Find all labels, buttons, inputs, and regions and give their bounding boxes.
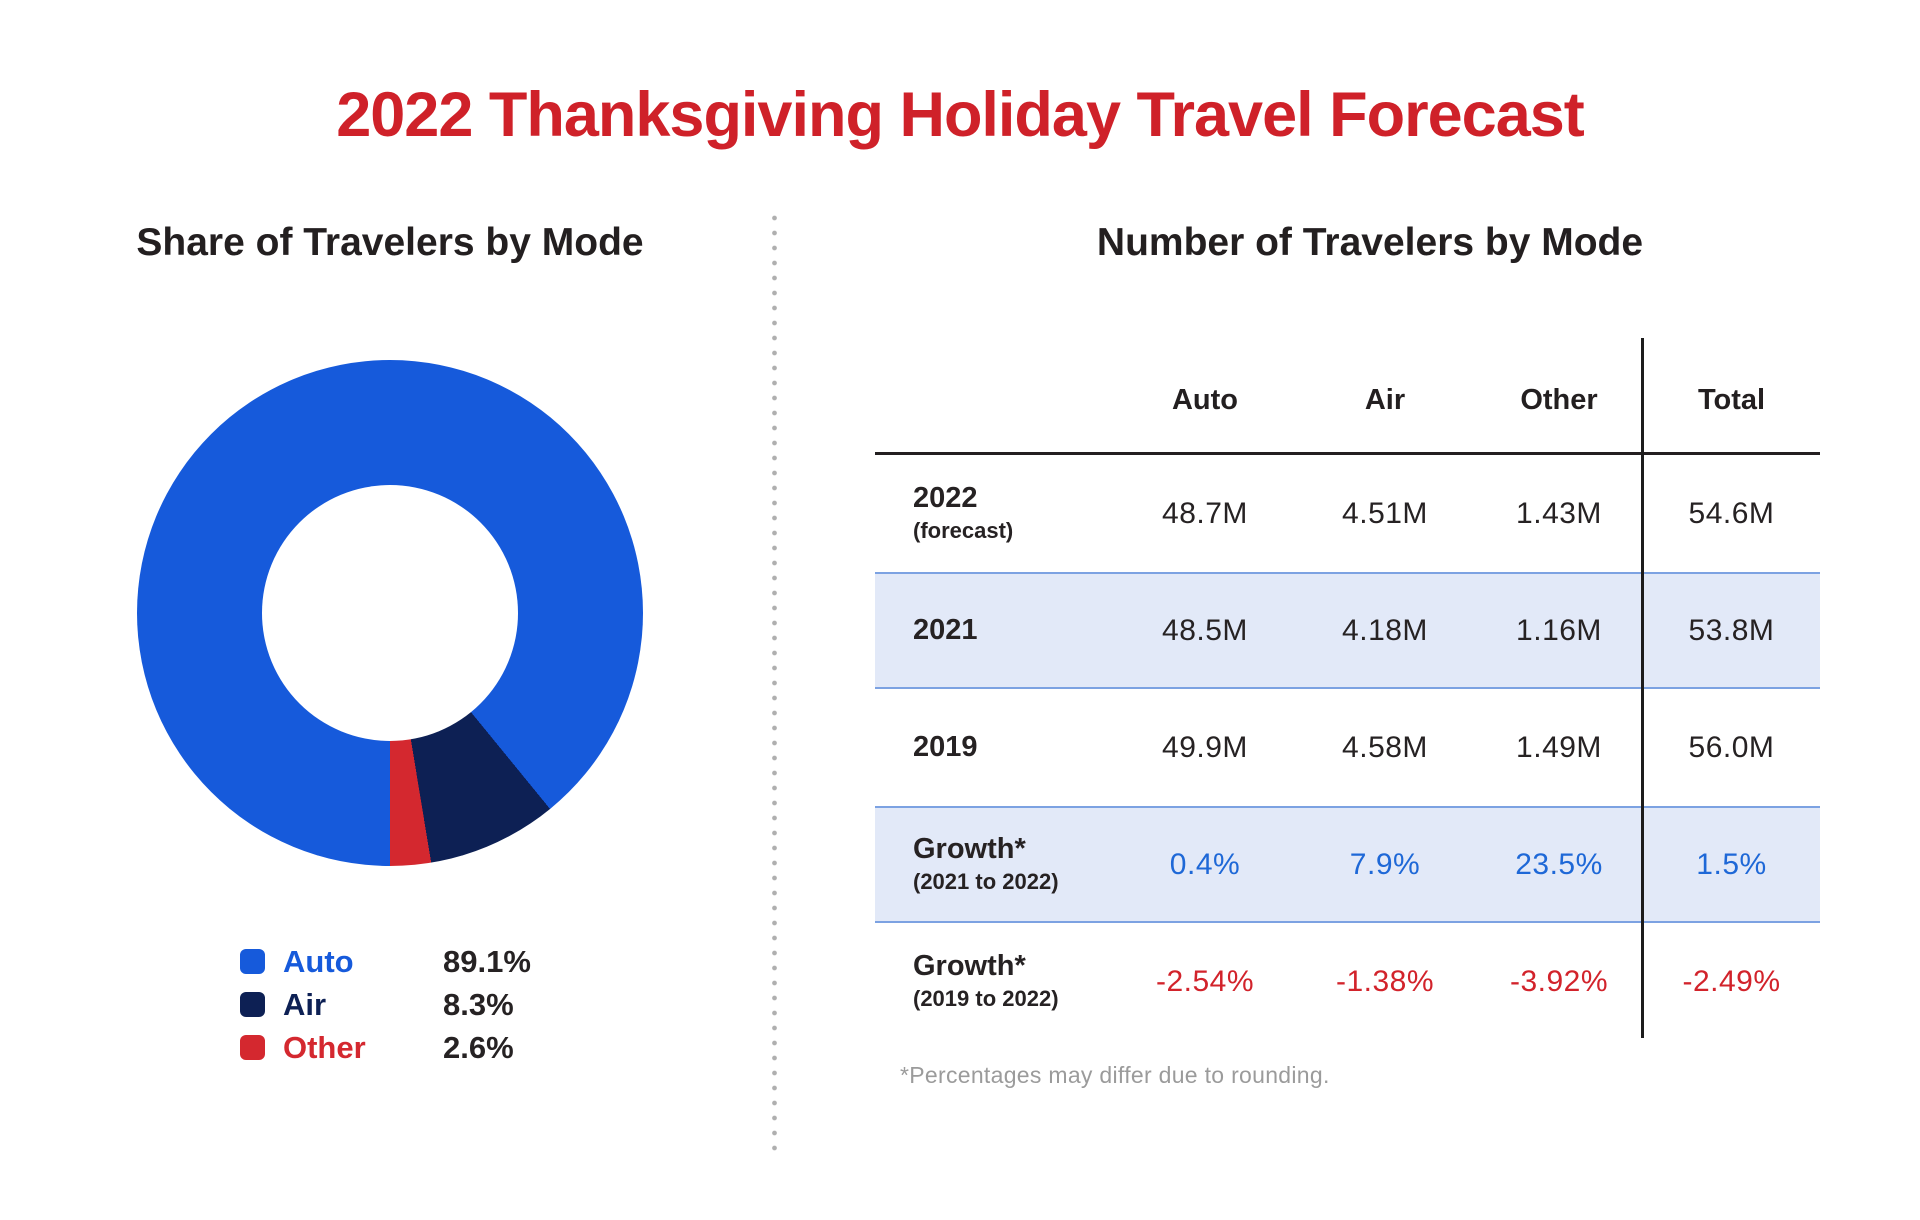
legend-item-air: Air 8.3% (240, 983, 531, 1026)
row-label: 2022 (913, 482, 978, 515)
row-sublabel: (2019 to 2022) (913, 986, 1059, 1012)
legend-item-auto: Auto 89.1% (240, 940, 531, 983)
table-cell: 23.5% (1515, 847, 1603, 881)
legend-swatch-other (240, 1035, 265, 1060)
table-cell: 1.43M (1516, 496, 1602, 530)
legend-label: Air (283, 987, 327, 1022)
table-row: Growth* (2021 to 2022) 0.4% 7.9% 23.5% 1.5% (875, 806, 1820, 923)
column-header-air: Air (1364, 383, 1406, 416)
legend-label: Other (283, 1030, 366, 1065)
legend-value: 2.6% (443, 1030, 514, 1065)
table-cell: 4.18M (1342, 613, 1428, 647)
table-cell: 49.9M (1162, 730, 1248, 764)
column-header-other: Other (1520, 383, 1598, 416)
table-row: 2019 49.9M 4.58M 1.49M 56.0M (875, 689, 1820, 806)
table-footnote: *Percentages may differ due to rounding. (900, 1062, 1330, 1088)
dotted-section-divider (772, 213, 777, 1158)
table-cell: 48.7M (1162, 496, 1248, 530)
legend-value: 89.1% (443, 944, 531, 979)
legend-swatch-air (240, 992, 265, 1017)
table-cell: 4.51M (1342, 496, 1428, 530)
row-label-cell: Growth* (2021 to 2022) (875, 834, 1115, 894)
left-section-heading: Share of Travelers by Mode (136, 221, 644, 264)
column-header-auto: Auto (1171, 383, 1239, 416)
table-cell: 7.9% (1349, 847, 1421, 881)
row-label-cell: Growth* (2019 to 2022) (875, 951, 1115, 1011)
row-label-cell: 2019 (875, 730, 1115, 764)
legend-item-other: Other 2.6% (240, 1026, 531, 1069)
table-cell: 56.0M (1688, 730, 1775, 764)
table-cell: -1.38% (1335, 964, 1435, 998)
table-cell: 53.8M (1688, 613, 1775, 647)
table-row: 2022 (forecast) 48.7M 4.51M 1.43M 54.6M (875, 455, 1820, 572)
donut-hole (262, 485, 518, 741)
table-cell: -2.54% (1155, 964, 1255, 998)
table-row: 2021 48.5M 4.18M 1.16M 53.8M (875, 572, 1820, 689)
table-cell: -2.49% (1682, 964, 1781, 998)
column-header-total: Total (1697, 383, 1766, 416)
row-sublabel: (2021 to 2022) (913, 869, 1059, 895)
row-label: 2021 (913, 613, 978, 646)
table-cell: 54.6M (1688, 496, 1775, 530)
row-label-cell: 2022 (forecast) (875, 483, 1115, 543)
legend-label: Auto (283, 944, 354, 979)
row-label: 2019 (913, 730, 978, 763)
donut-chart (137, 360, 643, 866)
row-label-cell: 2021 (875, 613, 1115, 647)
right-section-heading: Number of Travelers by Mode (1096, 221, 1644, 264)
total-column-separator (1641, 338, 1644, 1038)
chart-legend: Auto 89.1% Air 8.3% Other 2.6% (240, 940, 531, 1069)
travelers-table: Auto Air Other Total 2022 (forecast) 48.7M 4.5… (875, 0, 1820, 1100)
table-header-row: Auto Air Other Total (875, 360, 1820, 440)
legend-value: 8.3% (443, 987, 514, 1022)
legend-swatch-auto (240, 949, 265, 974)
row-sublabel: (forecast) (913, 518, 1014, 544)
table-row: Growth* (2019 to 2022) -2.54% -1.38% -3.92% -… (875, 923, 1820, 1040)
page-title: 2022 Thanksgiving Holiday Travel Forecas… (336, 80, 1585, 150)
table-cell: 4.58M (1342, 730, 1428, 764)
table-cell: 1.5% (1696, 847, 1767, 881)
table-cell: 1.49M (1516, 730, 1602, 764)
table-header-rule (875, 452, 1820, 455)
table-cell: 1.16M (1516, 613, 1602, 647)
row-label: Growth* (913, 833, 1026, 866)
table-cell: 48.5M (1162, 613, 1248, 647)
row-label: Growth* (913, 950, 1026, 983)
table-body: 2022 (forecast) 48.7M 4.51M 1.43M 54.6M 2021 48… (875, 455, 1820, 1040)
table-cell: 0.4% (1169, 847, 1241, 881)
table-cell: -3.92% (1509, 964, 1609, 998)
